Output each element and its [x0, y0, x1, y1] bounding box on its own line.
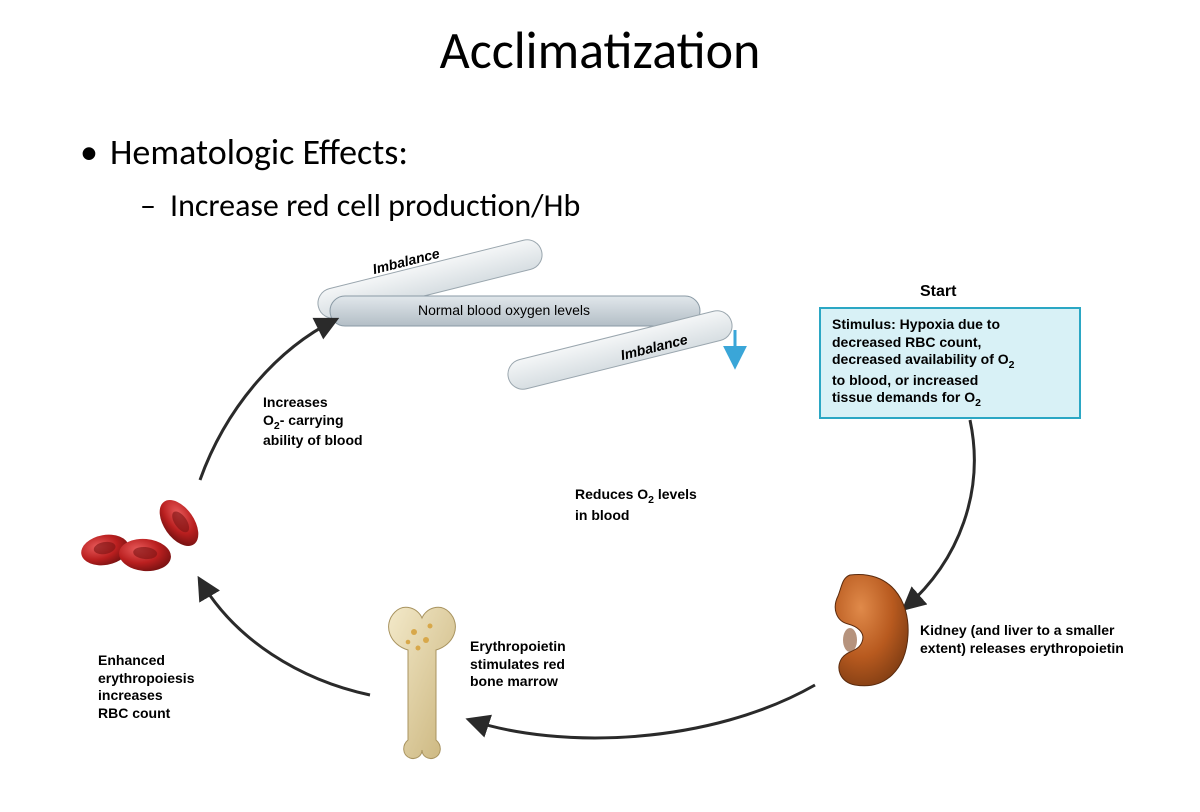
increases-line2a: O [263, 412, 274, 428]
increases-label: Increases O2- carrying ability of blood [263, 394, 363, 450]
kidney-label: Kidney (and liver to a smaller extent) r… [920, 622, 1124, 657]
arrow-kidney-to-bone [470, 685, 815, 738]
stimulus-line3b: 2 [1009, 359, 1015, 371]
bone-icon [389, 607, 456, 758]
increases-line3: ability of blood [263, 432, 363, 448]
reduces-label: Reduces O2 levels in blood [575, 486, 697, 524]
stimulus-line3a: decreased availability of O [832, 351, 1009, 367]
reduces-c: levels [654, 486, 697, 502]
enhanced-line4: RBC count [98, 705, 170, 721]
epo-line1: Erythropoietin [470, 638, 566, 654]
slide-title: Acclimatization [0, 18, 1200, 82]
epo-line3: bone marrow [470, 673, 558, 689]
reduces-a: Reduces O [575, 486, 648, 502]
enhanced-line1: Enhanced [98, 652, 165, 668]
bullet-level-2: Increase red cell production/Hb [170, 186, 580, 225]
enhanced-line3: increases [98, 687, 163, 703]
start-label: Start [920, 282, 956, 302]
reduces-line2: in blood [575, 507, 629, 523]
imbalance-label-right: Imbalance [619, 331, 690, 365]
stimulus-line4: to blood, or increased [832, 372, 978, 388]
kidney-icon [835, 574, 908, 685]
kidney-line2: extent) releases erythropoietin [920, 640, 1124, 656]
increases-line2c: - carrying [280, 412, 344, 428]
imbalance-label-left: Imbalance [371, 245, 442, 279]
slide: Acclimatization Hematologic Effects: Inc… [0, 0, 1200, 812]
stimulus-text: Stimulus: Hypoxia due to decreased RBC c… [832, 316, 1072, 410]
stimulus-line2: decreased RBC count, [832, 334, 981, 350]
rbc-icon [79, 493, 206, 573]
bullet-level-1: Hematologic Effects: [110, 130, 408, 174]
enhanced-line2: erythropoiesis [98, 670, 194, 686]
increases-line1: Increases [263, 394, 328, 410]
epo-line2: stimulates red [470, 656, 565, 672]
kidney-line1: Kidney (and liver to a smaller [920, 622, 1115, 638]
epo-label: Erythropoietin stimulates red bone marro… [470, 638, 566, 691]
enhanced-label: Enhanced erythropoiesis increases RBC co… [98, 652, 194, 722]
stimulus-line5a: tissue demands for O [832, 389, 975, 405]
normal-bar-label: Normal blood oxygen levels [418, 302, 590, 320]
arrow-bone-to-rbc [200, 580, 370, 695]
stimulus-line1: Stimulus: Hypoxia due to [832, 316, 1000, 332]
arrow-stimulus-to-kidney [905, 420, 974, 608]
stimulus-line5b: 2 [975, 397, 981, 409]
